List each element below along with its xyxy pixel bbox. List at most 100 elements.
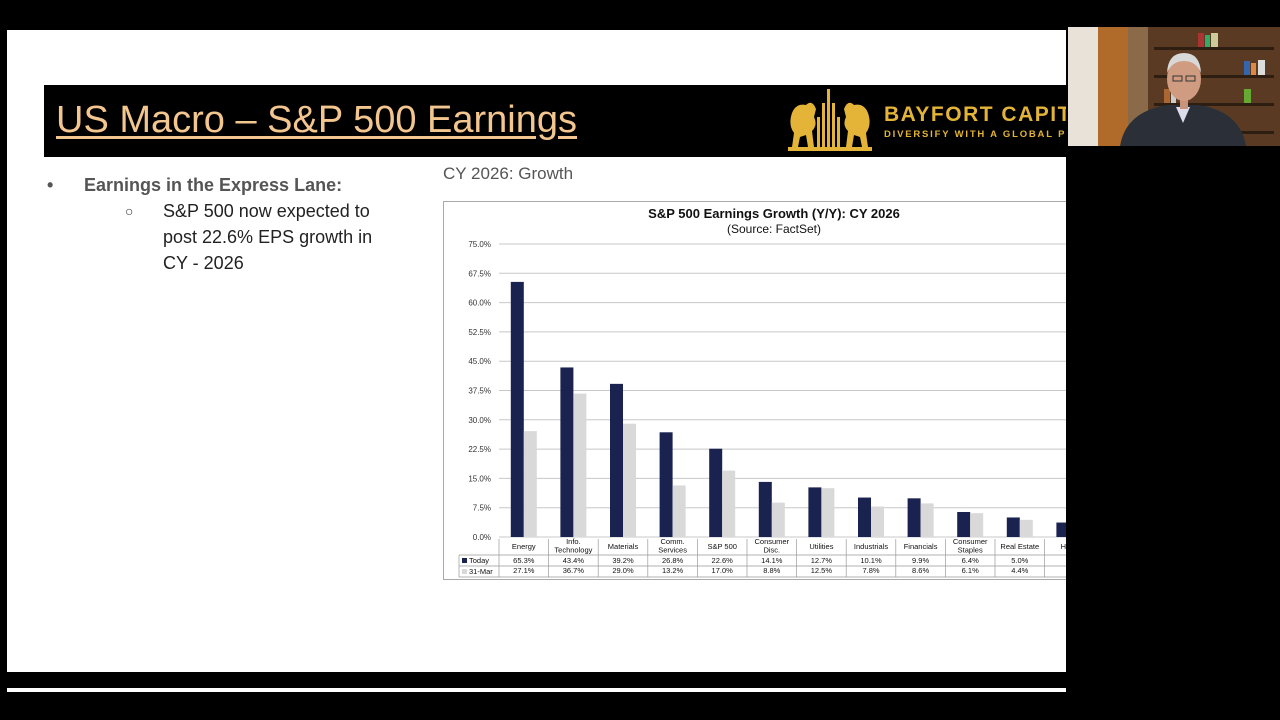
bar-today [808, 487, 822, 537]
data-label-31-mar: 29.0% [612, 566, 634, 575]
data-label-31-mar: 8.6% [912, 566, 929, 575]
slide-bottom-edge [7, 688, 1066, 692]
category-label: Consumer [953, 537, 988, 546]
bullet-heading: Earnings in the Express Lane: [84, 175, 343, 195]
legend-label-31-mar: 31-Mar [469, 567, 493, 576]
category-label: Services [658, 546, 687, 555]
category-label: Utilities [809, 542, 833, 551]
presenter-video-icon [1068, 27, 1280, 146]
data-label-31-mar: 36.7% [563, 566, 585, 575]
category-label: Energy [512, 542, 536, 551]
y-tick-label: 60.0% [468, 299, 491, 308]
category-label: Real Estate [1000, 542, 1039, 551]
category-label: Technology [554, 546, 592, 555]
legend-key-31-mar [462, 569, 467, 574]
bar-today [858, 497, 871, 537]
bar-31-mar [771, 502, 785, 537]
category-label: Healt [1061, 542, 1066, 551]
category-label: Disc. [763, 546, 780, 555]
data-label-31-mar: 7.8% [862, 566, 879, 575]
data-label-today: 9.9% [912, 556, 929, 565]
category-label: S&P 500 [707, 542, 736, 551]
sub-bullet-item: ○ S&P 500 now expected to post 22.6% EPS… [47, 198, 427, 276]
data-label-31-mar: 8.8% [763, 566, 780, 575]
category-label: Staples [958, 546, 983, 555]
bar-today [957, 511, 971, 537]
y-tick-label: 0.0% [473, 533, 491, 542]
bar-31-mar [722, 470, 736, 537]
bar-today [510, 281, 524, 537]
bar-today [758, 481, 772, 537]
y-tick-label: 52.5% [468, 328, 491, 337]
bar-31-mar [672, 485, 686, 537]
bar-31-mar [623, 423, 636, 537]
bar-today [907, 498, 921, 537]
slide-title: US Macro – S&P 500 Earnings [56, 99, 578, 141]
category-label: Comm. [661, 537, 685, 546]
data-label-31-mar: 13.2% [662, 566, 684, 575]
bar-today [1006, 517, 1020, 537]
bar-31-mar [523, 431, 537, 537]
bar-31-mar [970, 513, 984, 537]
data-label-31-mar: 27.1% [513, 566, 535, 575]
company-logo: BAYFORT CAPIT DIVERSIFY WITH A GLOBAL PO… [782, 87, 1066, 155]
slide: US Macro – S&P 500 Earnings BAYFORT CAPI… [7, 30, 1066, 672]
data-label-today: 22.6% [712, 556, 734, 565]
side-panel [1066, 146, 1280, 720]
data-label-today: 6.4% [962, 556, 979, 565]
sub-bullet-line: S&P 500 now expected to [163, 201, 370, 221]
bullet-dot-icon: • [47, 175, 54, 195]
data-label-today: 26.8% [662, 556, 684, 565]
bar-today [610, 383, 623, 537]
chart-section-label: CY 2026: Growth [443, 164, 574, 183]
y-tick-label: 75.0% [468, 240, 491, 249]
category-label: Industrials [854, 542, 888, 551]
y-tick-label: 22.5% [468, 445, 491, 454]
bar-today [659, 432, 673, 537]
title-bar: US Macro – S&P 500 Earnings BAYFORT CAPI… [44, 85, 1066, 157]
sub-bullet-line: CY - 2026 [163, 253, 244, 273]
bar-today [560, 367, 574, 537]
data-label-today: 12.7% [811, 556, 833, 565]
data-label-today: 43.4% [563, 556, 585, 565]
y-tick-label: 30.0% [468, 416, 491, 425]
lion-emblem-icon [788, 89, 872, 151]
legend-label-today: Today [469, 556, 489, 565]
bar-today [709, 448, 723, 537]
category-label: Info. [566, 537, 581, 546]
bullet-list: • Earnings in the Express Lane: ○ S&P 50… [47, 173, 427, 276]
hollow-bullet-icon: ○ [125, 203, 134, 219]
y-tick-label: 37.5% [468, 387, 491, 396]
data-label-today: 39.2% [612, 556, 634, 565]
data-label-31-mar: 17.0% [712, 566, 734, 575]
chart-canvas: S&P 500 Earnings Growth (Y/Y): CY 2026(S… [458, 206, 1066, 578]
bar-31-mar [573, 393, 587, 537]
data-label-today: 5.0% [1011, 556, 1028, 565]
y-tick-label: 67.5% [468, 269, 491, 278]
bar-31-mar [871, 506, 884, 537]
data-label-31-mar: 12.5% [811, 566, 833, 575]
webcam-feed [1068, 27, 1280, 146]
category-label: Consumer [754, 537, 789, 546]
bar-31-mar [1019, 519, 1033, 537]
chart-title: S&P 500 Earnings Growth (Y/Y): CY 2026 [648, 206, 900, 221]
y-tick-label: 45.0% [468, 357, 491, 366]
bar-31-mar [920, 503, 934, 537]
bar-31-mar [821, 488, 835, 537]
category-label: Materials [608, 542, 639, 551]
sub-bullet-line: post 22.6% EPS growth in [163, 227, 373, 247]
y-tick-label: 7.5% [473, 504, 491, 513]
bar-today [1056, 522, 1066, 537]
data-label-today: 14.1% [761, 556, 783, 565]
chart-source: (Source: FactSet) [727, 222, 821, 236]
legend-key-today [462, 558, 467, 563]
y-tick-label: 15.0% [468, 474, 491, 483]
bullet-item: • Earnings in the Express Lane: [47, 173, 427, 197]
data-label-today: 10.1% [860, 556, 882, 565]
data-label-today: 65.3% [513, 556, 535, 565]
chart: S&P 500 Earnings Growth (Y/Y): CY 2026 (S… [443, 201, 1066, 580]
data-label-31-mar: 4.4% [1011, 566, 1028, 575]
logo-company-name: BAYFORT CAPIT [884, 103, 1066, 126]
category-label: Financials [904, 542, 938, 551]
logo-tagline: DIVERSIFY WITH A GLOBAL POR [884, 129, 1066, 140]
